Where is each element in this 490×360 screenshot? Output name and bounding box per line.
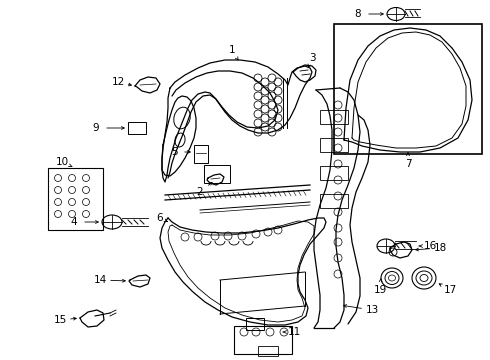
Text: 4: 4 — [71, 217, 77, 227]
Text: 14: 14 — [94, 275, 107, 285]
Text: 7: 7 — [405, 159, 411, 169]
Text: 13: 13 — [366, 305, 379, 315]
Text: 10: 10 — [55, 157, 69, 167]
Text: 6: 6 — [157, 213, 163, 223]
Text: 9: 9 — [93, 123, 99, 133]
Text: 18: 18 — [433, 243, 446, 253]
Text: 5: 5 — [171, 147, 177, 157]
Text: 2: 2 — [196, 187, 203, 197]
Text: 12: 12 — [111, 77, 124, 87]
Text: 8: 8 — [355, 9, 361, 19]
Text: 3: 3 — [309, 53, 315, 63]
Text: 11: 11 — [287, 327, 301, 337]
Text: 16: 16 — [423, 241, 437, 251]
Text: 15: 15 — [53, 315, 67, 325]
Text: 19: 19 — [373, 285, 387, 295]
Text: 1: 1 — [229, 45, 235, 55]
Text: 17: 17 — [443, 285, 457, 295]
